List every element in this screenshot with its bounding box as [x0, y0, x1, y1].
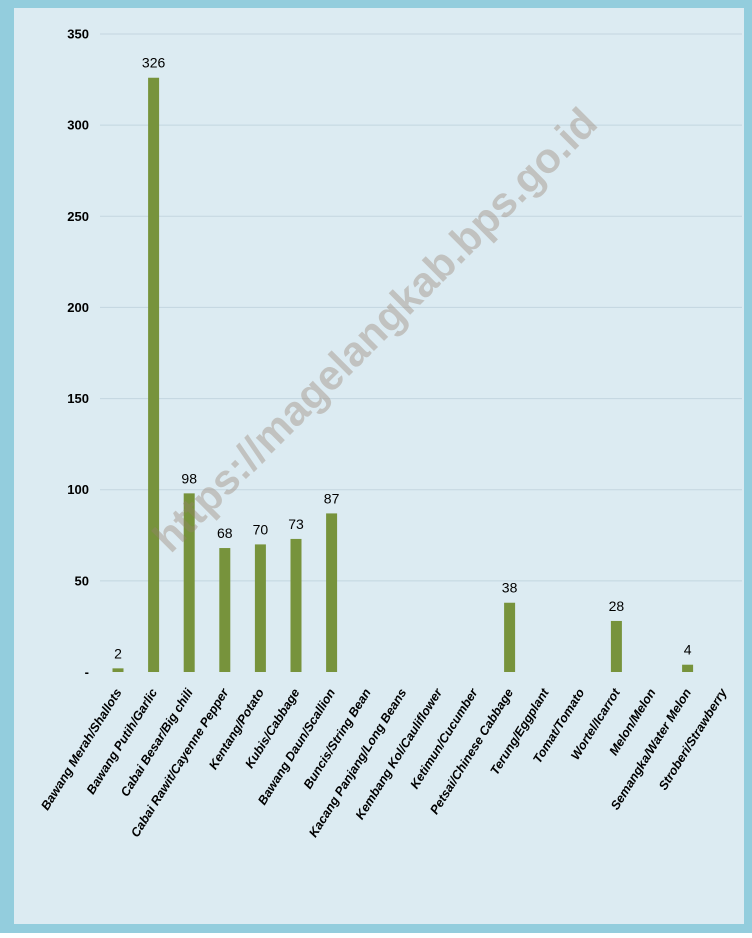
- y-tick-label: 50: [75, 573, 89, 588]
- bar: [326, 513, 338, 672]
- bar: [112, 668, 124, 672]
- data-label: 98: [181, 470, 197, 486]
- bar: [183, 493, 195, 672]
- data-label: 68: [217, 525, 233, 541]
- plot-area: [14, 8, 744, 924]
- bars: [112, 77, 694, 672]
- data-label: 38: [502, 580, 518, 596]
- data-label: 2: [114, 645, 122, 661]
- data-label: 4: [684, 642, 692, 658]
- value-labels: 2 326 98 68 70 73 87 38 28 4: [114, 55, 692, 662]
- gridlines: [100, 33, 742, 582]
- y-tick-label: 200: [67, 300, 89, 315]
- bar: [682, 664, 694, 672]
- data-label: 28: [609, 598, 625, 614]
- bar: [254, 544, 266, 672]
- bar: [148, 77, 160, 672]
- data-label: 73: [288, 516, 304, 532]
- y-tick-label: -: [85, 665, 89, 680]
- bar: [610, 620, 622, 672]
- y-tick-label: 150: [67, 391, 89, 406]
- y-tick-label: 350: [67, 27, 89, 42]
- y-axis-ticks: - 50 100 150 200 250 300 350: [67, 27, 89, 680]
- data-label: 70: [253, 521, 269, 537]
- bar: [290, 538, 302, 672]
- bar: [504, 602, 516, 672]
- data-label: 326: [142, 55, 166, 71]
- data-label: 87: [324, 490, 340, 506]
- y-tick-label: 100: [67, 482, 89, 497]
- y-tick-label: 250: [67, 209, 89, 224]
- y-tick-label: 300: [67, 118, 89, 133]
- bar: [219, 548, 231, 672]
